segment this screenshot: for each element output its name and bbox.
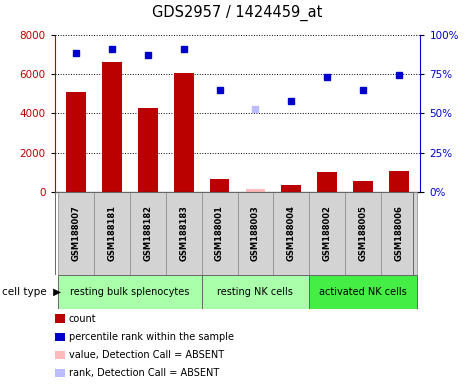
Text: value, Detection Call = ABSENT: value, Detection Call = ABSENT [69,350,224,360]
Bar [66,92,86,192]
Text: GSM188006: GSM188006 [394,205,403,261]
Bar [202,275,309,309]
Bar [389,171,408,192]
Bar [238,192,273,275]
Bar [102,62,122,192]
Bar [309,275,417,309]
Bar [345,192,381,275]
Bar [138,108,158,192]
Text: resting NK cells: resting NK cells [218,287,294,297]
Bar [381,192,417,275]
Text: GSM188001: GSM188001 [215,205,224,261]
Text: percentile rank within the sample: percentile rank within the sample [69,332,234,342]
Text: cell type  ▶: cell type ▶ [2,287,61,297]
Bar [94,192,130,275]
Text: GSM188007: GSM188007 [72,205,81,261]
Text: GSM188182: GSM188182 [143,205,152,261]
Text: GSM188003: GSM188003 [251,205,260,261]
Text: GSM188183: GSM188183 [179,205,188,261]
Text: activated NK cells: activated NK cells [319,287,407,297]
Bar [353,181,373,192]
Bar [58,275,202,309]
Bar [209,179,229,192]
Text: GSM188181: GSM188181 [107,205,116,261]
Bar [130,192,166,275]
Text: resting bulk splenocytes: resting bulk splenocytes [70,287,190,297]
Text: GDS2957 / 1424459_at: GDS2957 / 1424459_at [152,5,323,21]
Text: GSM188005: GSM188005 [359,205,368,261]
Bar [166,192,202,275]
Bar [202,192,238,275]
Bar [309,192,345,275]
Bar [273,192,309,275]
Bar [174,73,194,192]
Text: count: count [69,314,96,324]
Bar [317,172,337,192]
Bar [281,185,301,192]
Text: rank, Detection Call = ABSENT: rank, Detection Call = ABSENT [69,368,219,378]
Bar [246,189,266,192]
Bar [58,192,94,275]
Text: GSM188004: GSM188004 [287,205,296,261]
Text: GSM188002: GSM188002 [323,205,332,261]
